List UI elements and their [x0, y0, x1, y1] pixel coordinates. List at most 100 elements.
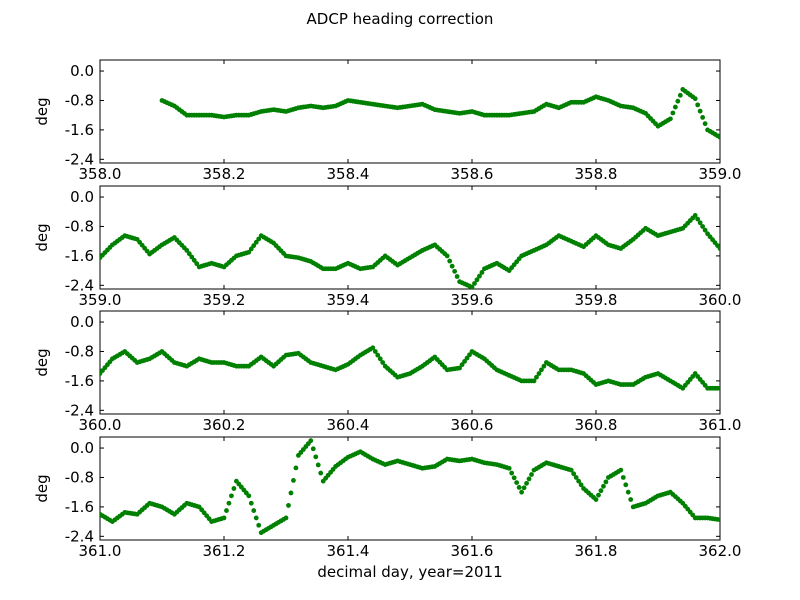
x-tick-label: 361.2: [203, 542, 246, 560]
data-point: [506, 465, 512, 471]
data-point: [539, 367, 544, 373]
y-axis-label: deg: [33, 474, 51, 502]
data-point: [457, 365, 462, 371]
data-point: [221, 515, 227, 521]
y-tick-label: -1.6: [65, 498, 94, 516]
data-point: [717, 134, 720, 140]
data-point: [370, 345, 376, 351]
data-point: [717, 246, 720, 251]
data-point: [313, 454, 319, 460]
x-tick-label: 361.4: [327, 542, 370, 560]
x-tick-label: 358.8: [575, 165, 618, 183]
data-point: [524, 480, 529, 486]
data-point: [576, 478, 582, 484]
x-tick-label: 359.2: [203, 291, 246, 309]
data-point: [700, 114, 706, 120]
data-point: [310, 446, 316, 452]
data-point: [618, 467, 624, 473]
data-point: [677, 92, 683, 98]
data-point: [697, 220, 703, 226]
x-tick-label: 359.6: [451, 291, 494, 309]
data-point: [511, 475, 517, 481]
data-point: [231, 486, 237, 491]
data-point: [675, 98, 681, 104]
data-point: [377, 356, 383, 362]
x-tick-label: 360.4: [327, 416, 370, 434]
data-point: [454, 274, 460, 279]
data-point: [189, 254, 195, 260]
data-point: [668, 116, 673, 122]
data-point: [372, 349, 378, 354]
data-point: [571, 471, 577, 477]
data-point: [477, 273, 482, 279]
y-tick-label: -2.4: [65, 276, 94, 294]
x-tick-label: 360.6: [451, 416, 494, 434]
y-tick-label: -1.6: [65, 247, 94, 265]
data-point: [246, 493, 252, 499]
x-tick-label: 361.0: [699, 416, 742, 434]
x-tick-label: 361.6: [451, 542, 494, 560]
data-point: [248, 500, 254, 506]
y-tick-label: -2.4: [65, 150, 94, 168]
data-point: [596, 492, 601, 498]
y-tick-label: -2.4: [65, 527, 94, 545]
data-series: [100, 438, 720, 536]
data-point: [702, 121, 708, 127]
x-tick-label: 359.8: [575, 291, 618, 309]
data-point: [695, 102, 701, 108]
y-tick-label: -0.8: [65, 91, 94, 109]
data-point: [601, 483, 606, 489]
data-point: [251, 243, 257, 248]
data-point: [573, 475, 579, 480]
data-point: [380, 360, 386, 365]
data-point: [692, 96, 698, 102]
data-point: [697, 108, 703, 114]
data-point: [692, 213, 698, 218]
data-point: [625, 489, 631, 495]
data-point: [253, 239, 259, 245]
chart-title: ADCP heading correction: [307, 10, 494, 28]
data-point: [191, 257, 197, 263]
data-point: [375, 352, 381, 358]
x-tick-label: 358.2: [203, 165, 246, 183]
panel-frame: [99, 436, 721, 541]
data-point: [521, 485, 527, 491]
y-tick-label: -1.6: [65, 121, 94, 139]
data-point: [568, 467, 574, 473]
data-point: [578, 482, 584, 488]
panels: 358.0 358.2 358.4 358.6 358.8 359.0 0.0 -0.8 -1.…: [33, 59, 742, 560]
x-tick-label: 359.0: [79, 291, 122, 309]
data-series: [100, 345, 720, 391]
x-tick-label: 360.0: [699, 291, 742, 309]
y-tick-label: -0.8: [65, 217, 94, 235]
data-point: [291, 478, 296, 483]
data-point: [529, 472, 534, 477]
data-point: [474, 277, 480, 283]
data-point: [717, 385, 720, 391]
data-point: [229, 493, 234, 499]
data-point: [315, 462, 321, 468]
data-point: [226, 500, 232, 506]
y-tick-label: 0.0: [70, 62, 94, 80]
panel-2: 359.0 359.2 359.4 359.6 359.8 360.0 0.0 -0.8 -1.…: [33, 185, 742, 309]
y-tick-label: 0.0: [70, 188, 94, 206]
data-point: [293, 465, 299, 471]
data-point: [224, 508, 229, 513]
data-point: [514, 480, 520, 486]
data-point: [469, 284, 475, 289]
data-point: [603, 479, 609, 485]
data-point: [593, 497, 599, 502]
data-point: [536, 371, 542, 376]
x-axis-label: decimal day, year=2011: [317, 563, 502, 581]
y-tick-label: 0.0: [70, 439, 94, 457]
data-point: [531, 378, 537, 384]
x-tick-label: 361.0: [79, 542, 122, 560]
data-point: [672, 104, 678, 110]
data-point: [519, 489, 524, 495]
y-tick-label: -2.4: [65, 401, 94, 419]
data-series: [159, 87, 720, 140]
data-point: [251, 508, 257, 513]
x-tick-label: 358.0: [79, 165, 122, 183]
data-point: [253, 515, 259, 521]
